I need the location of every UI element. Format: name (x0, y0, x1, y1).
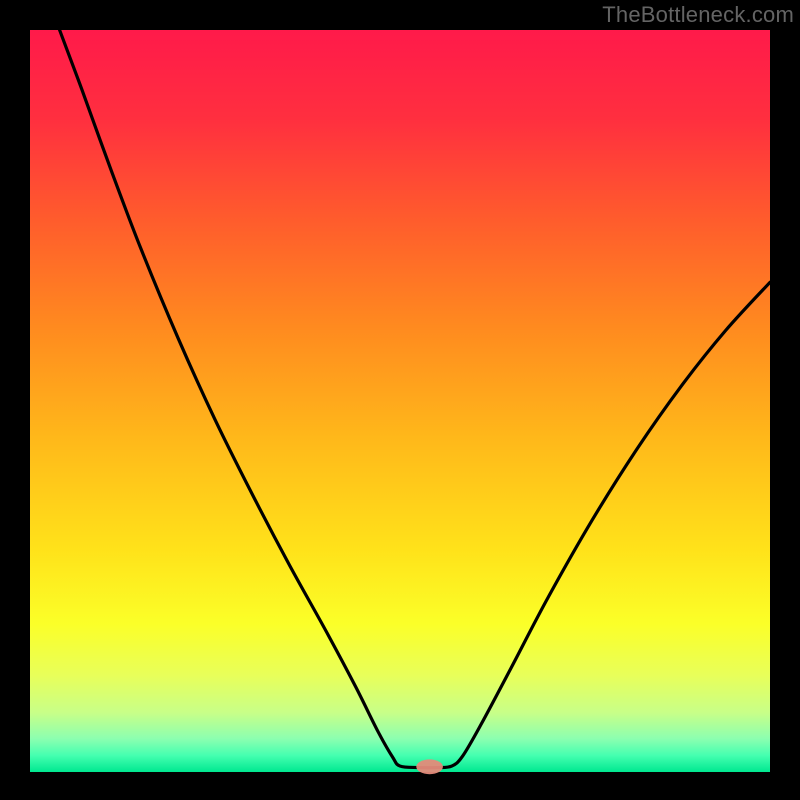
bottleneck-chart (0, 0, 800, 800)
optimal-point-marker (416, 759, 443, 774)
gradient-background (30, 30, 770, 772)
chart-container: TheBottleneck.com (0, 0, 800, 800)
watermark-text: TheBottleneck.com (602, 2, 794, 28)
